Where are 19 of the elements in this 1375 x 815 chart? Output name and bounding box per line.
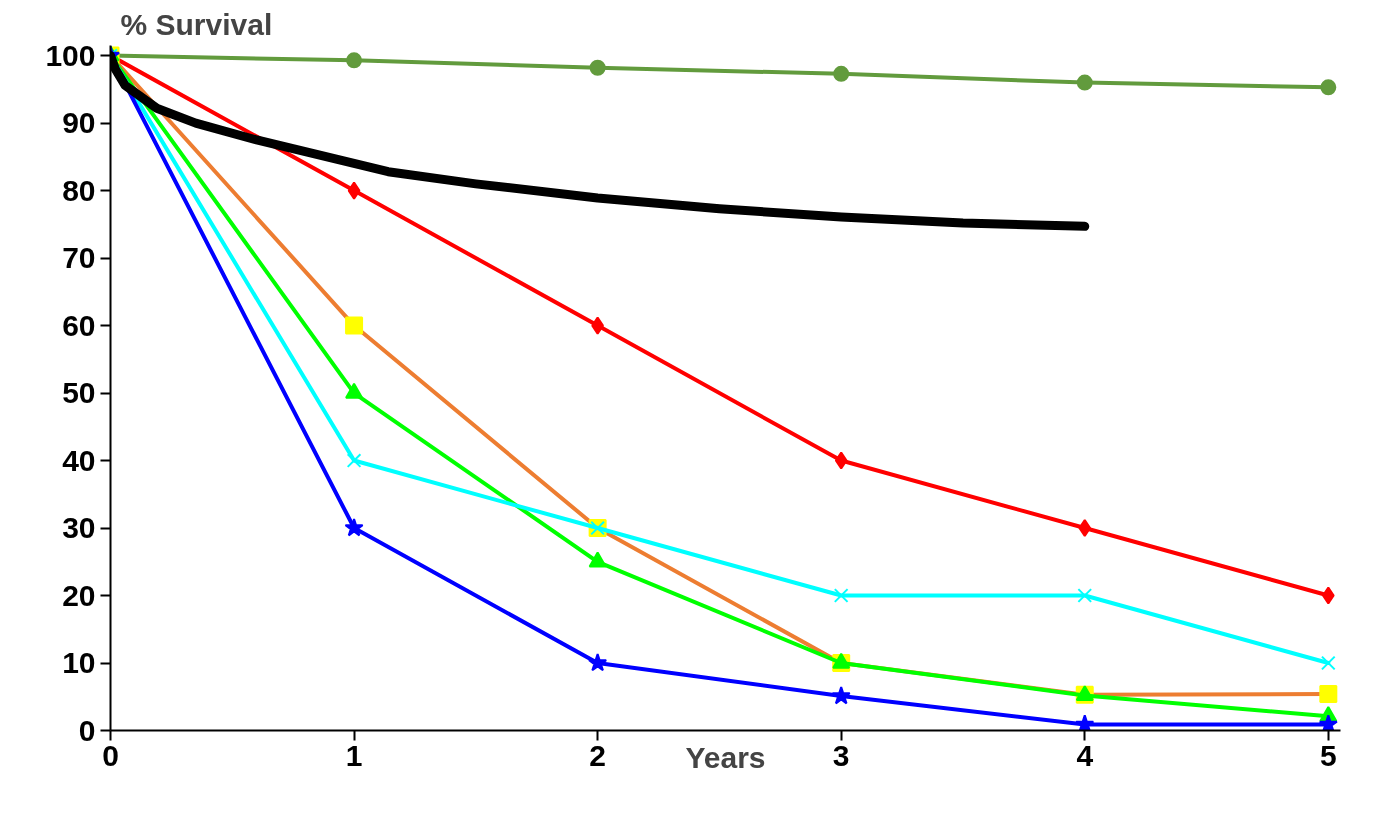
y-tick-label: 0	[78, 713, 96, 747]
y-tick-label: 100	[45, 38, 96, 72]
x-tick-label: 0	[102, 738, 119, 772]
y-tick-label: 10	[62, 646, 96, 680]
y-axis-title: % Survival	[120, 7, 273, 41]
x-tick-label: 4	[1076, 738, 1094, 772]
y-tick-label: 40	[62, 443, 96, 477]
x-tick-label: 2	[589, 738, 606, 772]
x-axis-title: Years	[685, 740, 766, 774]
x-tick-label: 1	[345, 738, 363, 772]
y-tick-label: 50	[62, 376, 96, 410]
y-tick-label: 90	[62, 106, 96, 140]
x-tick-label: 3	[832, 738, 850, 772]
y-tick-label: 70	[62, 241, 96, 275]
y-tick-label: 60	[62, 308, 96, 342]
y-tick-label: 30	[62, 511, 96, 545]
y-tick-label: 80	[62, 173, 96, 207]
x-tick-label: 5	[1319, 738, 1337, 772]
y-tick-label: 20	[62, 578, 96, 612]
